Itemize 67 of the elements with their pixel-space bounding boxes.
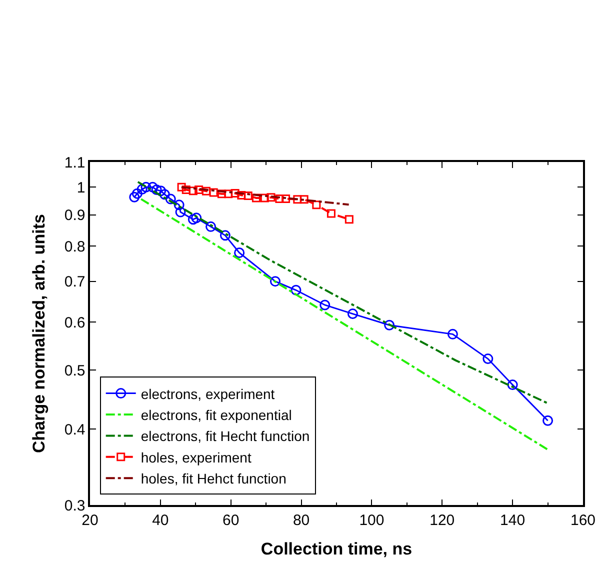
legend-label: electrons, fit Hecht function — [140, 428, 310, 444]
point — [344, 215, 354, 224]
point — [275, 194, 284, 204]
y-tick-label: 0.8 — [64, 238, 86, 256]
y-tick-label: 1 — [76, 179, 86, 196]
point — [191, 212, 202, 224]
point — [220, 230, 230, 241]
point — [136, 184, 148, 195]
point — [282, 194, 290, 204]
point — [300, 195, 308, 204]
legend-label: holes, experiment — [140, 449, 252, 466]
point — [266, 193, 276, 202]
point — [320, 300, 330, 310]
point — [507, 380, 518, 390]
point — [188, 214, 198, 225]
point — [202, 186, 210, 196]
point — [159, 189, 170, 200]
point — [224, 190, 233, 198]
y-tick-label: 0.5 — [64, 362, 86, 380]
x-tick-label: 140 — [500, 512, 526, 529]
point — [326, 209, 336, 218]
legend-label: holes, fit Hehct function — [140, 470, 286, 487]
x-tick-label: 100 — [359, 512, 384, 529]
y-tick-label: 1.1 — [64, 154, 86, 172]
x-tick-label: 160 — [570, 512, 596, 529]
x-tick-label: 120 — [430, 512, 455, 529]
point — [217, 190, 226, 198]
point — [384, 320, 395, 330]
point — [252, 194, 260, 202]
point — [129, 192, 140, 202]
y-tick-label: 0.6 — [64, 314, 86, 332]
legend-label: electrons, experiment — [140, 386, 275, 402]
y-tick-label: 0.4 — [64, 421, 86, 438]
point — [290, 284, 302, 296]
y-tick-label: 0.7 — [64, 274, 86, 291]
y-tick-label: 0.3 — [64, 497, 86, 514]
point — [174, 200, 184, 210]
point — [206, 221, 216, 232]
point — [182, 186, 190, 194]
point — [312, 200, 321, 210]
x-tick-label: 60 — [222, 512, 240, 529]
x-tick-label: 20 — [82, 512, 98, 529]
point — [147, 182, 158, 192]
point — [234, 248, 245, 258]
point — [175, 206, 186, 218]
point — [293, 195, 302, 204]
point — [447, 328, 458, 340]
point — [188, 186, 198, 196]
point — [156, 186, 166, 196]
point — [132, 188, 142, 199]
point — [270, 276, 280, 287]
x-tick-label: 80 — [292, 512, 310, 529]
point — [347, 308, 358, 320]
x-tick-label: 40 — [152, 512, 169, 529]
legend-label: electrons, fit exponential — [140, 406, 292, 423]
point — [260, 194, 269, 202]
point — [209, 188, 218, 197]
point — [165, 194, 176, 204]
point — [140, 182, 152, 192]
point — [244, 192, 252, 200]
point — [151, 184, 162, 196]
y-tick-label: 0.9 — [64, 207, 86, 224]
point — [482, 354, 494, 364]
point — [177, 182, 186, 192]
y-axis-title: Charge normalized, arb. units — [29, 214, 48, 453]
x-axis-title: Collection time, ns — [260, 540, 412, 559]
point — [542, 415, 554, 426]
